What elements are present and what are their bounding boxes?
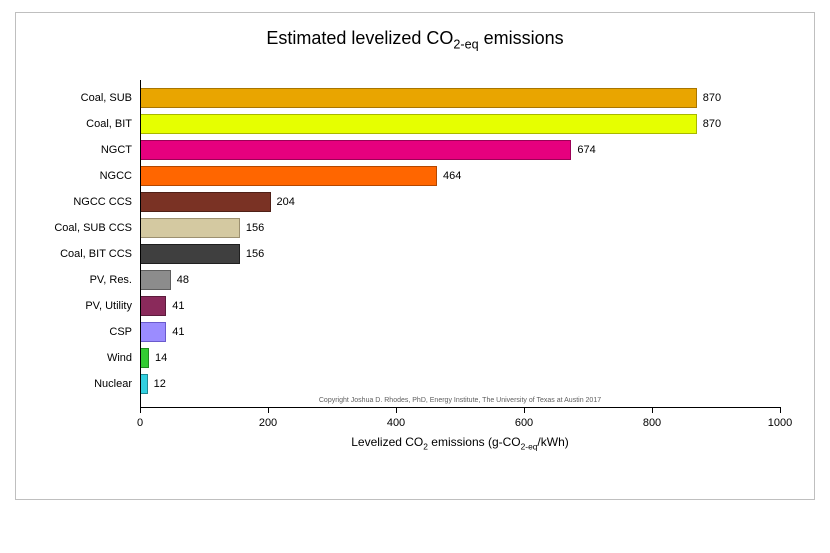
copyright-text: Copyright Joshua D. Rhodes, PhD, Energy … (140, 397, 780, 404)
y-axis-line (140, 80, 141, 407)
bar-value-label: 204 (277, 196, 295, 208)
x-axis-line (140, 407, 780, 408)
x-tick-label: 800 (643, 417, 661, 429)
bar-value-label: 12 (154, 378, 166, 390)
bar (140, 374, 148, 394)
bar (140, 218, 240, 238)
bar-value-label: 14 (155, 352, 167, 364)
bar-value-label: 674 (577, 144, 595, 156)
x-tick (140, 407, 141, 413)
x-axis-title: Levelized CO2 emissions (g‑CO2‑eq/kWh) (140, 435, 780, 451)
bar (140, 296, 166, 316)
category-label: PV, Utility (85, 300, 132, 312)
bar (140, 348, 149, 368)
category-label: Wind (107, 352, 132, 364)
bar-value-label: 464 (443, 170, 461, 182)
x-tick-label: 600 (515, 417, 533, 429)
x-tick-label: 0 (137, 417, 143, 429)
x-tick (524, 407, 525, 413)
x-tick-label: 400 (387, 417, 405, 429)
bar-value-label: 870 (703, 92, 721, 104)
category-label: Coal, BIT (86, 118, 132, 130)
bar (140, 140, 571, 160)
category-label: NGCT (101, 144, 132, 156)
category-label: Nuclear (94, 378, 132, 390)
bar (140, 166, 437, 186)
category-label: PV, Res. (90, 274, 132, 286)
bar-value-label: 41 (172, 326, 184, 338)
x-tick (780, 407, 781, 413)
category-label: Coal, SUB (81, 92, 132, 104)
plot-area: 870 Coal, SUB 870 Coal, BIT 674 NGCT 464 NGCC 20… (0, 0, 830, 553)
x-tick (652, 407, 653, 413)
x-tick-label: 200 (259, 417, 277, 429)
bar-value-label: 41 (172, 300, 184, 312)
category-label: NGCC (100, 170, 132, 182)
bar-value-label: 870 (703, 118, 721, 130)
bar-value-label: 156 (246, 248, 264, 260)
bar (140, 244, 240, 264)
bar (140, 88, 697, 108)
category-label: Coal, SUB CCS (54, 222, 132, 234)
bar (140, 114, 697, 134)
x-tick (396, 407, 397, 413)
category-label: CSP (109, 326, 132, 338)
bar-value-label: 48 (177, 274, 189, 286)
category-label: Coal, BIT CCS (60, 248, 132, 260)
x-tick (268, 407, 269, 413)
bar (140, 192, 271, 212)
bar-value-label: 156 (246, 222, 264, 234)
bar (140, 322, 166, 342)
category-label: NGCC CCS (73, 196, 132, 208)
bar (140, 270, 171, 290)
x-tick-label: 1000 (768, 417, 792, 429)
